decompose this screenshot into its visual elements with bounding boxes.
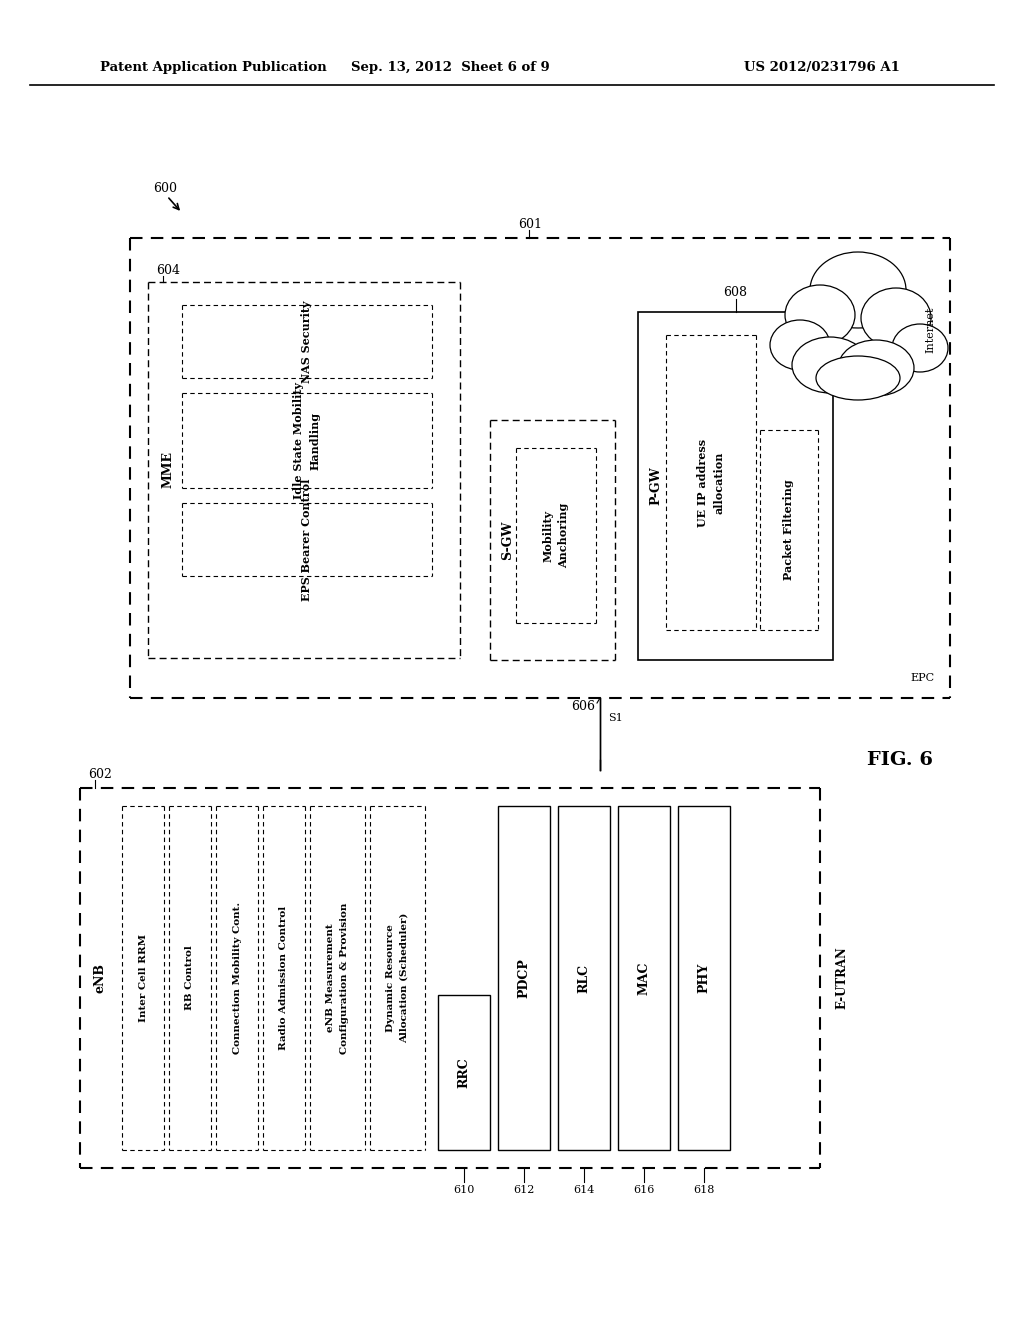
Text: Anchoring: Anchoring: [558, 503, 569, 568]
Text: 604: 604: [156, 264, 180, 276]
Text: Packet Filtering: Packet Filtering: [783, 479, 795, 581]
Text: Allocation (Scheduler): Allocation (Scheduler): [400, 913, 409, 1043]
Text: Idle State Mobility: Idle State Mobility: [294, 381, 304, 499]
Text: PDCP: PDCP: [517, 958, 530, 998]
Bar: [638, 312, 833, 660]
Text: Configuration & Provision: Configuration & Provision: [340, 903, 349, 1053]
Ellipse shape: [810, 252, 906, 327]
Ellipse shape: [892, 323, 948, 372]
Text: S1: S1: [608, 713, 623, 723]
Text: Connection Mobility Cont.: Connection Mobility Cont.: [232, 902, 242, 1055]
Text: allocation: allocation: [714, 451, 725, 513]
Text: RLC: RLC: [578, 964, 591, 993]
Text: Internet: Internet: [925, 306, 935, 354]
Text: Mobility: Mobility: [543, 510, 554, 561]
Ellipse shape: [861, 288, 931, 348]
Bar: [678, 807, 730, 1150]
Bar: [618, 807, 670, 1150]
Text: 618: 618: [693, 1185, 715, 1195]
Text: Inter Cell RRM: Inter Cell RRM: [138, 935, 147, 1022]
Text: EPS Bearer Control: EPS Bearer Control: [301, 478, 312, 601]
Text: 601: 601: [518, 218, 542, 231]
Text: 608: 608: [724, 285, 748, 298]
Text: 614: 614: [573, 1185, 595, 1195]
Text: 610: 610: [454, 1185, 475, 1195]
Text: FIG. 6: FIG. 6: [867, 751, 933, 770]
Ellipse shape: [816, 356, 900, 400]
Bar: [498, 807, 550, 1150]
Text: Patent Application Publication: Patent Application Publication: [100, 62, 327, 74]
Text: S-GW: S-GW: [502, 520, 514, 560]
Text: eNB Measurement: eNB Measurement: [326, 924, 335, 1032]
Text: NAS Security: NAS Security: [301, 300, 312, 383]
Text: EPC: EPC: [911, 673, 935, 682]
Text: 600: 600: [153, 181, 177, 194]
Text: eNB: eNB: [93, 964, 106, 993]
Text: MME: MME: [162, 451, 174, 488]
Text: Handling: Handling: [309, 412, 321, 470]
Text: MAC: MAC: [638, 961, 650, 995]
Text: 612: 612: [513, 1185, 535, 1195]
Ellipse shape: [838, 341, 914, 396]
Ellipse shape: [792, 337, 868, 393]
Ellipse shape: [770, 319, 830, 370]
Text: Radio Admission Control: Radio Admission Control: [280, 906, 289, 1051]
Bar: [438, 995, 490, 1150]
Text: 616: 616: [633, 1185, 654, 1195]
Text: UE IP address: UE IP address: [697, 438, 709, 527]
Text: US 2012/0231796 A1: US 2012/0231796 A1: [744, 62, 900, 74]
Text: Sep. 13, 2012  Sheet 6 of 9: Sep. 13, 2012 Sheet 6 of 9: [350, 62, 549, 74]
Text: RB Control: RB Control: [185, 945, 195, 1010]
Text: 606: 606: [571, 700, 595, 713]
Text: RRC: RRC: [458, 1057, 470, 1088]
Text: P-GW: P-GW: [649, 467, 663, 506]
Text: 602: 602: [88, 767, 112, 780]
Text: Dynamic Resource: Dynamic Resource: [386, 924, 395, 1032]
Ellipse shape: [785, 285, 855, 345]
Bar: [558, 807, 610, 1150]
Text: E-UTRAN: E-UTRAN: [836, 946, 849, 1010]
Text: PHY: PHY: [697, 962, 711, 993]
